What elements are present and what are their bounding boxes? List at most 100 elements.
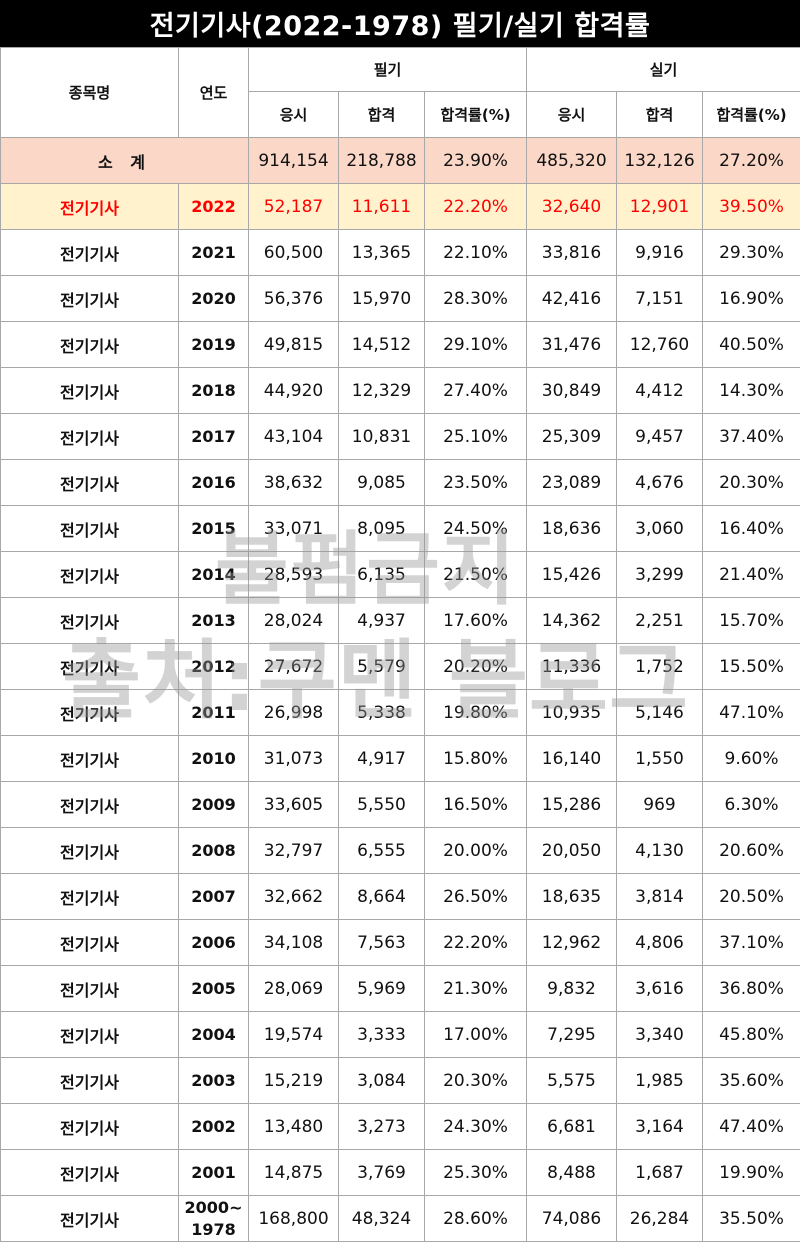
row-practical-rate: 14.30% xyxy=(702,367,800,414)
row-practical-applicants: 15,286 xyxy=(526,781,618,828)
row-practical-rate: 20.50% xyxy=(702,873,800,920)
table-row: 전기기사 2003 15,219 3,084 20.30% 5,575 1,985 35.60… xyxy=(0,1057,800,1104)
row-practical-passed: 4,412 xyxy=(616,367,704,414)
header-row-2: 응시 합격 합격률(%) 응시 합격 합격률(%) xyxy=(1,91,800,138)
row-practical-rate: 37.10% xyxy=(702,919,800,966)
table-row: 전기기사 2002 13,480 3,273 24.30% 6,681 3,164 47.40… xyxy=(0,1103,800,1150)
row-practical-applicants: 31,476 xyxy=(526,321,618,368)
table-row: 전기기사 2022 52,187 11,611 22.20% 32,640 12,901 39… xyxy=(0,183,800,230)
row-written-applicants: 43,104 xyxy=(248,413,339,460)
table-row: 전기기사 2001 14,875 3,769 25.30% 8,488 1,687 19.90… xyxy=(0,1149,800,1196)
row-written-passed: 4,937 xyxy=(338,597,425,644)
row-written-passed: 11,611 xyxy=(338,183,425,230)
row-year: 2010 xyxy=(178,735,249,782)
row-practical-applicants: 6,681 xyxy=(526,1103,618,1150)
table-row: 전기기사 2004 19,574 3,333 17.00% 7,295 3,340 45.80… xyxy=(0,1011,800,1058)
row-year: 2015 xyxy=(178,505,249,552)
row-written-passed: 14,512 xyxy=(338,321,425,368)
row-written-rate: 29.10% xyxy=(423,321,528,368)
row-year: 2019 xyxy=(178,321,249,368)
row-name: 전기기사 xyxy=(0,873,179,920)
row-practical-rate: 29.30% xyxy=(702,229,800,276)
row-practical-applicants: 33,816 xyxy=(526,229,618,276)
row-year: 2000~ 1978 xyxy=(178,1195,249,1242)
row-practical-rate: 19.90% xyxy=(702,1149,800,1196)
row-practical-passed: 3,060 xyxy=(616,505,704,552)
header-written: 필기 xyxy=(247,47,528,92)
row-practical-rate: 16.90% xyxy=(702,275,800,322)
row-practical-passed: 7,151 xyxy=(616,275,704,322)
row-written-applicants: 52,187 xyxy=(248,183,339,230)
row-written-rate: 16.50% xyxy=(423,781,528,828)
row-written-passed: 12,329 xyxy=(338,367,425,414)
row-name: 전기기사 xyxy=(0,275,179,322)
row-written-applicants: 31,073 xyxy=(248,735,339,782)
row-year: 2008 xyxy=(178,827,249,874)
row-name: 전기기사 xyxy=(0,1149,179,1196)
row-written-rate: 22.20% xyxy=(423,183,528,230)
table-row: 전기기사 2000~ 1978 168,800 48,324 28.60% 74,086 2… xyxy=(0,1195,800,1242)
table-row: 전기기사 2018 44,920 12,329 27.40% 30,849 4,412 14.… xyxy=(0,367,800,414)
row-written-applicants: 33,605 xyxy=(248,781,339,828)
row-year: 2003 xyxy=(178,1057,249,1104)
row-practical-applicants: 15,426 xyxy=(526,551,618,598)
row-practical-rate: 40.50% xyxy=(702,321,800,368)
header-written-rate: 합격률(%) xyxy=(423,91,528,138)
row-written-applicants: 28,024 xyxy=(248,597,339,644)
row-written-rate: 17.00% xyxy=(423,1011,528,1058)
row-written-passed: 10,831 xyxy=(338,413,425,460)
row-written-rate: 21.50% xyxy=(423,551,528,598)
row-year: 2021 xyxy=(178,229,249,276)
row-written-rate: 27.40% xyxy=(423,367,528,414)
row-practical-passed: 26,284 xyxy=(616,1195,704,1242)
row-year: 2016 xyxy=(178,459,249,506)
row-written-passed: 3,084 xyxy=(338,1057,425,1104)
row-written-rate: 22.10% xyxy=(423,229,528,276)
row-year: 2013 xyxy=(178,597,249,644)
row-name: 전기기사 xyxy=(0,689,179,736)
row-written-applicants: 38,632 xyxy=(248,459,339,506)
row-year: 2006 xyxy=(178,919,249,966)
row-name: 전기기사 xyxy=(0,597,179,644)
row-written-applicants: 33,071 xyxy=(248,505,339,552)
row-year: 2007 xyxy=(178,873,249,920)
page-title: 전기기사(2022-1978) 필기/실기 합격률 xyxy=(0,0,800,47)
pass-rate-table: 종목명 연도 필기 실기 응시 합격 합격률(%) 응시 합격 합격률(%) 소… xyxy=(0,47,800,1242)
row-practical-rate: 47.10% xyxy=(702,689,800,736)
row-practical-applicants: 5,575 xyxy=(526,1057,618,1104)
total-written-passed: 218,788 xyxy=(338,137,425,184)
row-practical-passed: 12,760 xyxy=(616,321,704,368)
row-written-rate: 19.80% xyxy=(423,689,528,736)
row-practical-passed: 969 xyxy=(616,781,704,828)
row-name: 전기기사 xyxy=(0,1103,179,1150)
table-row: 전기기사 2011 26,998 5,338 19.80% 10,935 5,146 47.1… xyxy=(0,689,800,736)
row-practical-applicants: 18,635 xyxy=(526,873,618,920)
row-practical-passed: 1,550 xyxy=(616,735,704,782)
total-written-applicants: 914,154 xyxy=(248,137,339,184)
row-name: 전기기사 xyxy=(0,781,179,828)
row-practical-rate: 35.60% xyxy=(702,1057,800,1104)
row-practical-passed: 1,752 xyxy=(616,643,704,690)
header-written-applicants: 응시 xyxy=(248,91,339,138)
row-written-rate: 25.10% xyxy=(423,413,528,460)
row-practical-passed: 9,457 xyxy=(616,413,704,460)
row-practical-rate: 15.50% xyxy=(702,643,800,690)
header-year: 연도 xyxy=(178,47,249,138)
row-year: 2004 xyxy=(178,1011,249,1058)
row-name: 전기기사 xyxy=(0,1011,179,1058)
row-name: 전기기사 xyxy=(0,183,179,230)
row-written-passed: 5,338 xyxy=(338,689,425,736)
row-practical-applicants: 10,935 xyxy=(526,689,618,736)
total-label: 소 계 xyxy=(0,137,249,184)
row-name: 전기기사 xyxy=(0,551,179,598)
table-row: 전기기사 2007 32,662 8,664 26.50% 18,635 3,814 20.5… xyxy=(0,873,800,920)
row-written-applicants: 49,815 xyxy=(248,321,339,368)
row-year: 2020 xyxy=(178,275,249,322)
row-written-applicants: 34,108 xyxy=(248,919,339,966)
table-row: 전기기사 2013 28,024 4,937 17.60% 14,362 2,251 15.7… xyxy=(0,597,800,644)
row-practical-applicants: 18,636 xyxy=(526,505,618,552)
row-practical-applicants: 14,362 xyxy=(526,597,618,644)
row-practical-rate: 9.60% xyxy=(702,735,800,782)
row-year: 2014 xyxy=(178,551,249,598)
row-year: 2005 xyxy=(178,965,249,1012)
